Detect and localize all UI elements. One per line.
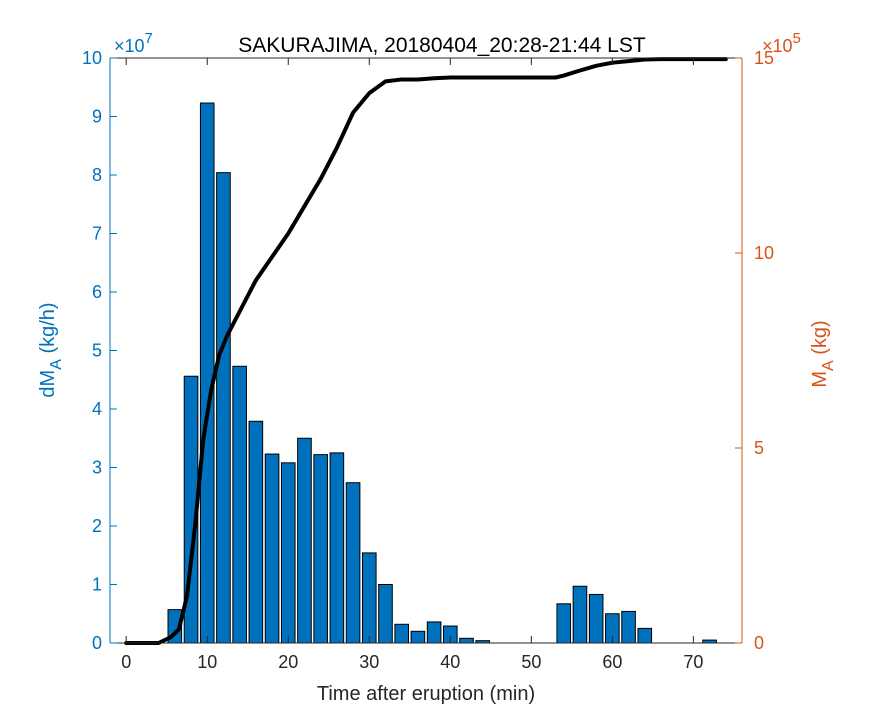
left-tick-label: 6 xyxy=(92,282,102,302)
left-tick-label: 3 xyxy=(92,458,102,478)
bar xyxy=(378,584,393,644)
bar xyxy=(426,621,442,644)
cumulative-mass-line xyxy=(124,57,728,645)
bar xyxy=(313,454,328,644)
left-tick-label: 8 xyxy=(92,165,102,185)
left-tick-label: 7 xyxy=(92,224,102,244)
x-tick-label: 0 xyxy=(121,652,131,672)
x-tick-label: 10 xyxy=(197,652,217,672)
bar xyxy=(394,623,410,644)
bar xyxy=(232,365,247,644)
left-tick-label: 9 xyxy=(92,107,102,127)
x-tick-label: 20 xyxy=(278,652,298,672)
bar xyxy=(280,462,296,644)
left-tick-label: 10 xyxy=(82,48,102,68)
left-axis-label: dMA (kg/h) xyxy=(37,302,65,397)
bar xyxy=(216,172,231,644)
bar xyxy=(621,610,636,644)
right-exponent: ×105 xyxy=(762,30,801,56)
left-exponent: ×107 xyxy=(114,30,153,56)
bar xyxy=(264,453,280,644)
chart-title: SAKURAJIMA, 20180404_20:28-21:44 LST xyxy=(238,34,646,57)
right-tick-label: 15 xyxy=(754,48,774,68)
left-tick-label: 5 xyxy=(92,341,102,361)
x-tick-label: 70 xyxy=(683,652,703,672)
right-tick-label: 5 xyxy=(754,438,764,458)
bar xyxy=(588,593,604,644)
bar xyxy=(572,585,588,644)
left-tick-label: 0 xyxy=(92,633,102,653)
x-tick-label: 60 xyxy=(602,652,622,672)
right-exponent-power: 5 xyxy=(793,30,801,47)
bar xyxy=(297,437,312,644)
right-axis-label: MA (kg) xyxy=(809,320,837,387)
x-tick-label: 30 xyxy=(359,652,379,672)
x-ticks: 0 10 20 30 40 50 60 70 xyxy=(121,58,703,672)
right-y-ticks: 0 5 10 15 xyxy=(735,48,774,653)
x-tick-label: 50 xyxy=(521,652,541,672)
right-tick-label: 10 xyxy=(754,243,774,263)
bar xyxy=(410,630,426,644)
left-exponent-power: 7 xyxy=(145,30,153,47)
right-tick-label: 0 xyxy=(754,633,764,653)
left-tick-label: 1 xyxy=(92,575,102,595)
bar xyxy=(637,627,653,644)
bar xyxy=(459,637,474,644)
bar xyxy=(556,603,572,644)
left-tick-label: 2 xyxy=(92,516,102,536)
x-axis-label: Time after eruption (min) xyxy=(317,683,535,705)
bar xyxy=(361,552,377,644)
bar xyxy=(345,482,361,644)
bar xyxy=(248,420,264,644)
plot-background xyxy=(110,58,742,643)
bar xyxy=(199,102,215,644)
plot-area xyxy=(109,57,743,645)
left-y-ticks: 0 1 2 3 4 5 6 7 8 9 10 xyxy=(82,48,117,653)
x-tick-label: 40 xyxy=(440,652,460,672)
left-tick-label: 4 xyxy=(92,399,102,419)
bar xyxy=(329,452,345,644)
